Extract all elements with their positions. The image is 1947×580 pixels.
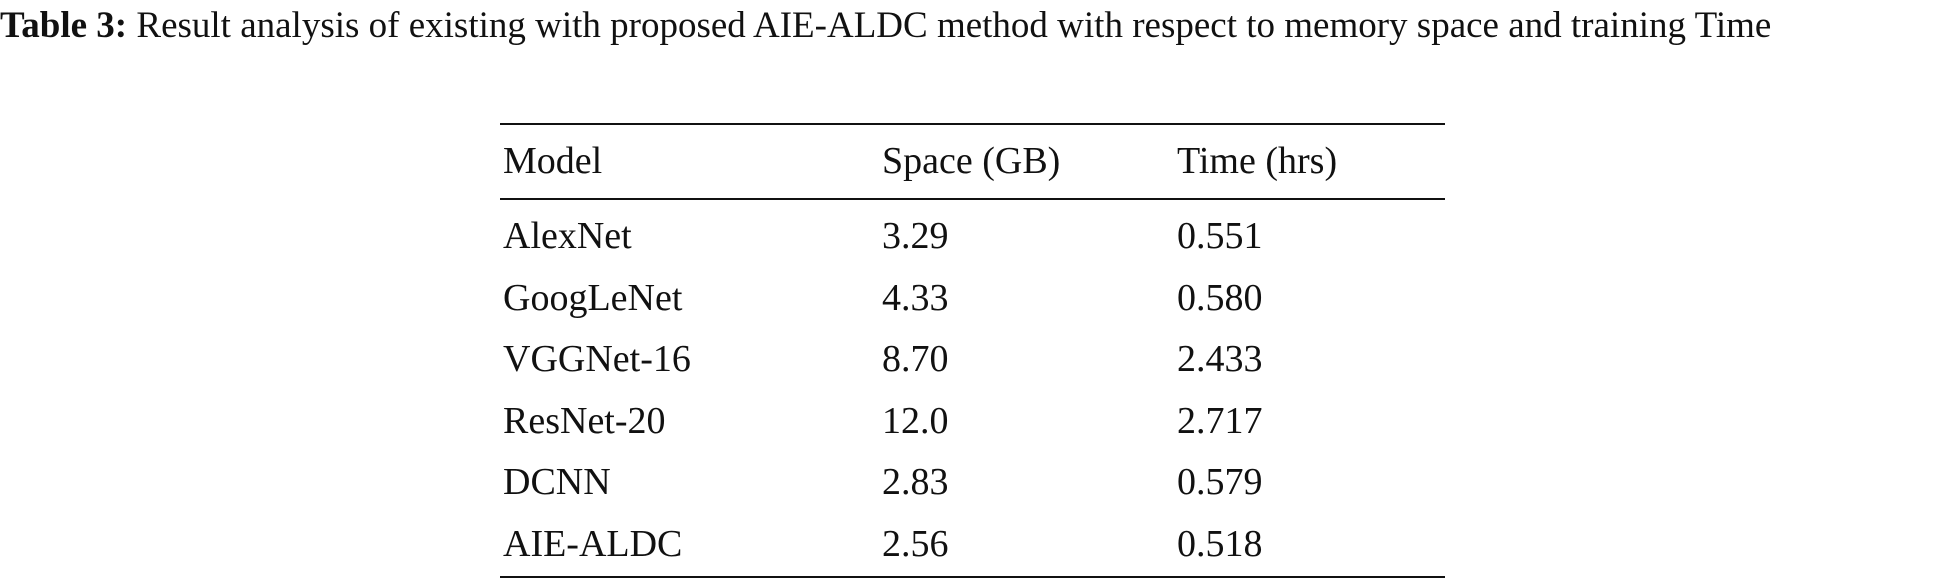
table-cell: AlexNet	[503, 215, 632, 257]
table-cell: AIE-ALDC	[503, 523, 683, 565]
caption-label: Table 3:	[0, 5, 128, 46]
table-cell: 0.518	[1177, 523, 1263, 565]
table-cell: GoogLeNet	[503, 276, 683, 319]
table-cell: 2.56	[882, 523, 949, 565]
table-cell: 0.580	[1177, 276, 1263, 319]
header-cell: Model	[503, 140, 603, 182]
table-cell: 12.0	[882, 399, 949, 442]
header-rule	[500, 198, 1445, 200]
table-cell: 8.70	[882, 338, 949, 381]
header-cell: Space (GB)	[882, 140, 1061, 182]
table-cell: 0.579	[1177, 461, 1263, 504]
table-cell: DCNN	[503, 461, 611, 504]
caption-text: Result analysis of existing with propose…	[136, 5, 1772, 46]
table-cell: VGGNet-16	[503, 338, 691, 381]
table-cell: ResNet-20	[503, 399, 666, 442]
table-cell: 2.83	[882, 461, 949, 504]
table-cell: 4.33	[882, 276, 949, 319]
table-cell: 2.433	[1177, 338, 1263, 381]
header-cell: Time (hrs)	[1177, 140, 1338, 182]
bottom-rule	[500, 576, 1445, 578]
table-cell: 0.551	[1177, 215, 1263, 257]
caption: Table 3: Result analysis of existing wit…	[0, 0, 1947, 52]
table-cell: 3.29	[882, 215, 949, 257]
top-rule	[500, 123, 1445, 125]
table-cell: 2.717	[1177, 399, 1263, 442]
